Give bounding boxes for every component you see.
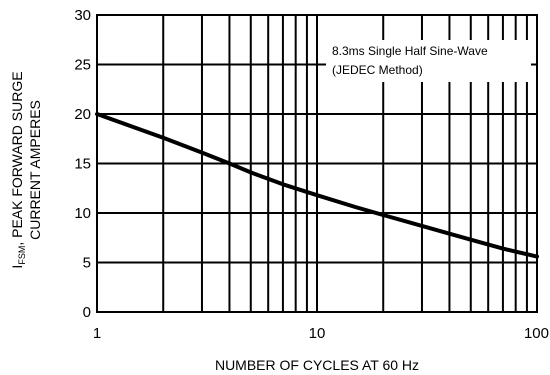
x-tick-label: 1 [93,325,101,342]
annotation-line-2: (JEDEC Method) [332,63,423,77]
y-tick-label: 30 [74,7,91,24]
y-axis-label-line-2: CURRENT AMPERES [27,100,43,240]
y-tick-labels: 0 5 10 15 20 25 30 [74,7,91,321]
y-tick-label: 10 [74,205,91,222]
x-tick-label: 10 [309,325,326,342]
plot-frame [96,14,538,313]
y-axis-label-line-1: IFSM, PEAK FORWARD SURGE [9,71,27,268]
y-axis-label-prefix: I [9,265,25,269]
y-tick-label: 15 [74,156,91,173]
y-axis-label-subscript: FSM [17,246,27,265]
annotation-background [326,40,531,82]
annotation-line-1: 8.3ms Single Half Sine-Wave [332,44,488,58]
x-tick-labels: 1 10 100 [93,325,549,342]
y-tick-label: 5 [83,255,91,272]
y-axis-label-rest: , PEAK FORWARD SURGE [9,71,25,245]
series-line [95,112,539,259]
y-tick-label: 0 [83,304,91,321]
y-tick-label: 25 [74,57,91,74]
series-layer [95,112,539,259]
annotation-box: 8.3ms Single Half Sine-Wave (JEDEC Metho… [326,40,531,82]
y-tick-label: 20 [74,106,91,123]
x-axis-label: NUMBER OF CYCLES AT 60 Hz [215,357,419,373]
x-tick-label: 100 [524,325,549,342]
